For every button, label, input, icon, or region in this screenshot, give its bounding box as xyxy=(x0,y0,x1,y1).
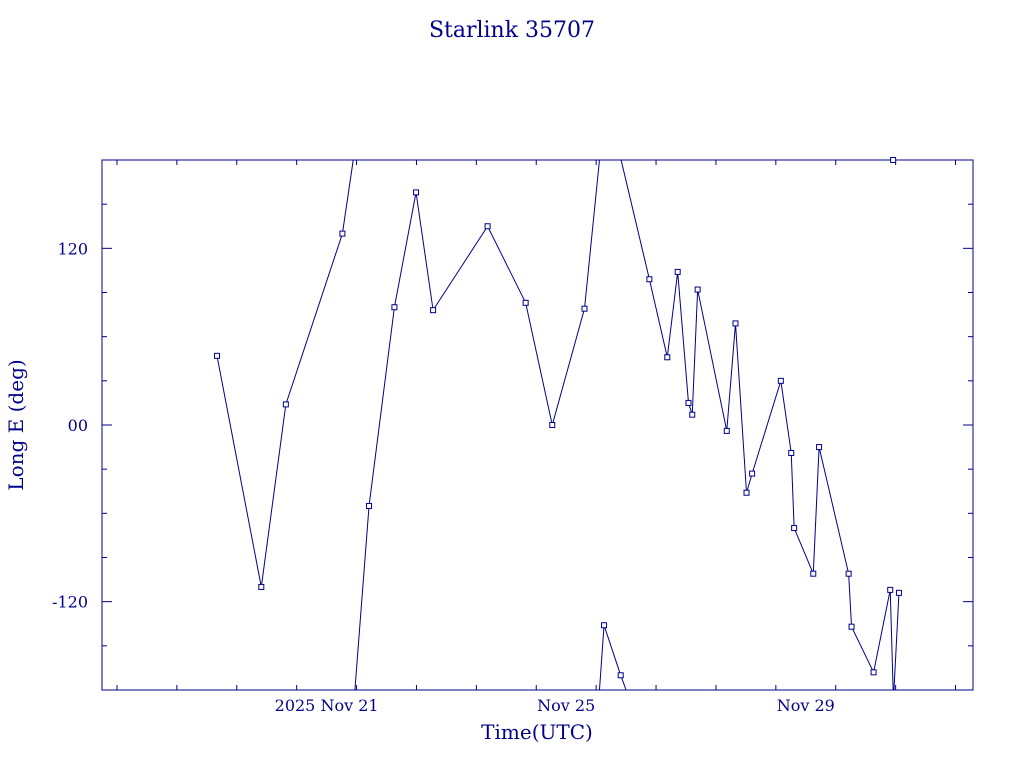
data-point xyxy=(816,444,823,451)
y-tick-label: -120 xyxy=(52,593,88,612)
data-point xyxy=(581,305,588,312)
series-line xyxy=(893,592,900,691)
x-tick-label: Nov 29 xyxy=(777,696,835,715)
data-point xyxy=(845,570,852,577)
series-line xyxy=(598,625,627,691)
data-point xyxy=(788,449,795,456)
data-point xyxy=(685,399,692,406)
data-point xyxy=(870,669,877,676)
y-tick-label: 00 xyxy=(68,416,88,435)
data-point xyxy=(890,157,897,163)
data-point xyxy=(549,422,556,428)
data-point xyxy=(366,502,373,509)
data-point xyxy=(848,623,855,630)
data-point xyxy=(694,286,701,293)
x-tick-label: Nov 25 xyxy=(537,696,595,715)
plot-frame xyxy=(101,159,974,691)
data-point xyxy=(522,299,529,306)
data-point xyxy=(674,268,681,275)
data-point xyxy=(689,411,696,418)
data-point xyxy=(810,570,817,577)
data-point xyxy=(617,672,624,679)
x-tick-label: 2025 Nov 21 xyxy=(275,696,379,715)
data-point xyxy=(723,427,730,434)
data-point xyxy=(484,223,491,230)
x-axis-label: Time(UTC) xyxy=(481,720,593,744)
series-line xyxy=(620,159,894,691)
series-line xyxy=(354,159,600,691)
data-point xyxy=(791,525,798,532)
data-point xyxy=(664,354,671,361)
data-point xyxy=(749,470,756,477)
data-point xyxy=(430,307,437,314)
data-point xyxy=(339,230,346,237)
data-point xyxy=(413,189,420,196)
data-point xyxy=(895,589,902,596)
data-point xyxy=(743,489,750,496)
chart-title: Starlink 35707 xyxy=(429,18,595,43)
data-point xyxy=(887,586,894,593)
series-longitude xyxy=(214,157,902,691)
y-axis-label: Long E (deg) xyxy=(4,359,28,490)
data-point xyxy=(258,583,265,590)
data-point xyxy=(282,401,289,408)
series-line xyxy=(216,159,354,588)
axis-ticks xyxy=(102,159,973,691)
x-tick-labels: 2025 Nov 21 Nov 25 Nov 29 xyxy=(275,696,835,715)
data-point xyxy=(214,352,221,359)
data-point xyxy=(646,276,653,283)
y-tick-label: 120 xyxy=(57,239,88,258)
y-tick-labels: 120 00 -120 xyxy=(52,239,88,611)
data-point xyxy=(391,304,398,311)
data-point xyxy=(601,622,608,629)
data-point xyxy=(732,320,739,327)
data-point xyxy=(777,377,784,384)
